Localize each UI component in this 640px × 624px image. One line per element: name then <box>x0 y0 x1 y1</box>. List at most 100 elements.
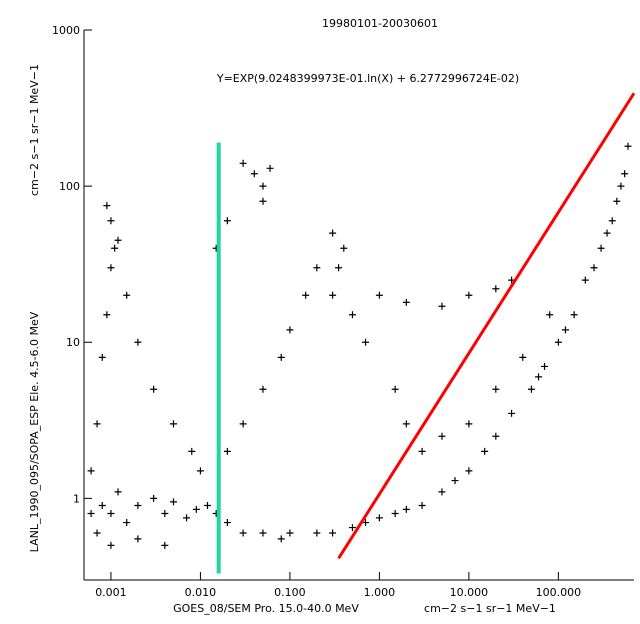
data-point <box>192 505 200 513</box>
data-point <box>259 182 267 190</box>
data-point <box>348 524 356 532</box>
data-point <box>87 509 95 517</box>
data-point <box>103 311 111 319</box>
x-tick-label: 100.000 <box>536 586 582 599</box>
data-point <box>492 385 500 393</box>
y-tick-label: 100 <box>59 180 80 193</box>
data-point <box>418 447 426 455</box>
data-point <box>183 514 191 522</box>
data-point <box>259 529 267 537</box>
data-point <box>418 502 426 510</box>
x-tick-label: 0.001 <box>95 586 127 599</box>
data-point <box>451 477 459 485</box>
data-point <box>277 353 285 361</box>
x-tick-label: 0.100 <box>274 586 306 599</box>
data-point <box>239 159 247 167</box>
data-point <box>508 409 516 417</box>
data-point <box>329 229 337 237</box>
data-point <box>107 541 115 549</box>
data-point <box>134 338 142 346</box>
data-point <box>481 447 489 455</box>
chart-title: 19980101-20030601 <box>322 17 438 30</box>
data-point <box>111 244 119 252</box>
axis-ticks: 0.001 0.010 0.100 1.000 10.000 100.000 1 10 100 1… <box>52 24 581 599</box>
data-points <box>87 142 632 549</box>
data-point <box>161 541 169 549</box>
data-point <box>161 509 169 517</box>
data-point <box>150 494 158 502</box>
y-axis-label: LANL_1990_095/SOPA_ESP Ele. 4.5-6.0 MeV <box>28 311 41 552</box>
data-point <box>266 164 274 172</box>
data-point <box>107 509 115 517</box>
data-point <box>581 276 589 284</box>
data-point <box>114 488 122 496</box>
data-point <box>362 338 370 346</box>
x-tick-label: 10.000 <box>450 586 489 599</box>
data-point <box>519 353 527 361</box>
y-tick-label: 10 <box>66 336 80 349</box>
fit-equation-annotation: Y=EXP(9.0248399973E-01.ln(X) + 6.2772996… <box>216 72 519 85</box>
data-point <box>313 529 321 537</box>
data-point <box>134 535 142 543</box>
data-point <box>438 432 446 440</box>
data-point <box>223 217 231 225</box>
y-axis-units: cm−2 s−1 sr−1 MeV−1 <box>28 64 41 196</box>
data-point <box>188 447 196 455</box>
data-point <box>541 362 549 370</box>
data-point <box>204 502 212 510</box>
data-point <box>329 529 337 537</box>
fit-line <box>337 92 636 560</box>
data-point <box>286 326 294 334</box>
data-point <box>546 311 554 319</box>
data-point <box>340 244 348 252</box>
data-point <box>438 488 446 496</box>
data-point <box>362 519 370 527</box>
data-point <box>259 385 267 393</box>
data-point <box>613 197 621 205</box>
data-point <box>103 202 111 210</box>
data-point <box>98 353 106 361</box>
data-point <box>391 509 399 517</box>
data-point <box>597 244 605 252</box>
data-point <box>87 467 95 475</box>
data-point <box>150 385 158 393</box>
data-point <box>603 229 611 237</box>
data-point <box>93 529 101 537</box>
data-point <box>624 142 632 150</box>
data-point <box>438 302 446 310</box>
data-point <box>277 535 285 543</box>
data-point <box>554 338 562 346</box>
data-point <box>621 170 629 178</box>
data-point <box>535 373 543 381</box>
x-tick-label: 0.010 <box>185 586 217 599</box>
x-axis-label: GOES_08/SEM Pro. 15.0-40.0 MeV <box>173 602 359 615</box>
data-point <box>134 502 142 510</box>
x-axis-units: cm−2 s−1 sr−1 MeV−1 <box>424 602 556 615</box>
data-point <box>169 498 177 506</box>
data-point <box>223 519 231 527</box>
data-point <box>169 420 177 428</box>
data-point <box>492 285 500 293</box>
data-point <box>123 519 131 527</box>
data-point <box>107 264 115 272</box>
data-point <box>608 217 616 225</box>
data-point <box>391 385 399 393</box>
data-point <box>570 311 578 319</box>
data-point <box>465 467 473 475</box>
data-point <box>93 420 101 428</box>
data-point <box>617 182 625 190</box>
data-point <box>402 505 410 513</box>
data-point <box>465 420 473 428</box>
data-point <box>286 529 294 537</box>
y-tick-label: 1000 <box>52 24 80 37</box>
data-point <box>239 420 247 428</box>
data-point <box>259 197 267 205</box>
data-point <box>98 502 106 510</box>
data-point <box>107 217 115 225</box>
data-point <box>402 420 410 428</box>
data-point <box>561 326 569 334</box>
data-point <box>196 467 204 475</box>
data-point <box>313 264 321 272</box>
data-point <box>114 236 122 244</box>
data-point <box>492 432 500 440</box>
